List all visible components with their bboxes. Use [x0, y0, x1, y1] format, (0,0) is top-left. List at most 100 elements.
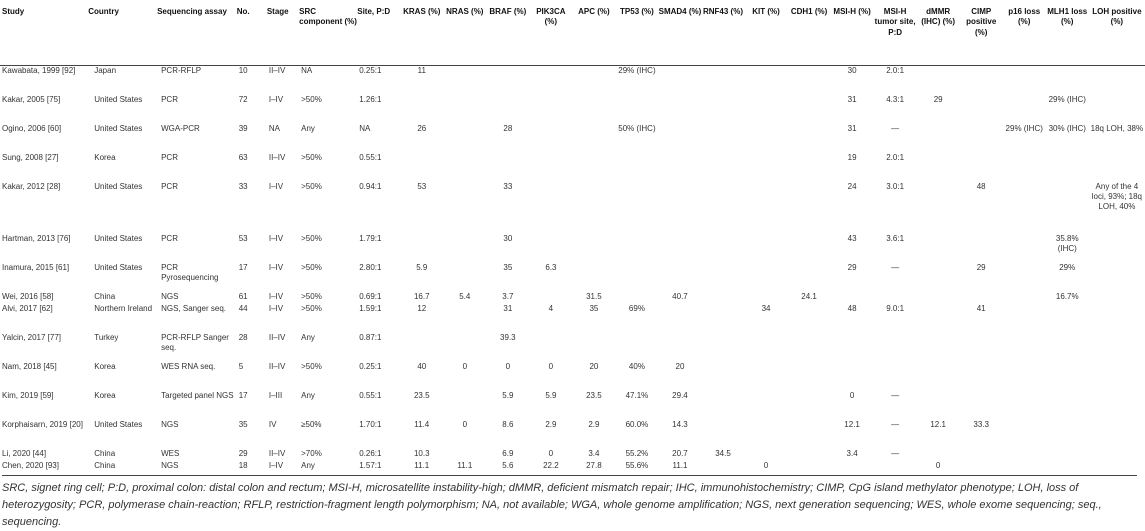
cell-dmmr: [917, 124, 960, 153]
cell-loh: [1089, 362, 1145, 391]
cell-smad4: 40.7: [672, 291, 688, 301]
header-kit: KIT (%): [744, 0, 788, 66]
cell-src: Any: [301, 460, 315, 470]
cell-no: 63: [238, 152, 248, 162]
cell-loh: [1089, 153, 1145, 182]
cell-rnf43: [701, 333, 744, 362]
cell-stage: I–IV: [268, 181, 284, 191]
cell-nras: 5.4: [459, 291, 471, 301]
cell-smad4: 29.4: [672, 390, 688, 400]
cell-nras: [443, 234, 486, 263]
cell-mlh1: 29%: [1059, 262, 1076, 272]
cell-dmmr: [917, 304, 960, 333]
cell-p16: [1003, 304, 1046, 333]
table-row: Wei, 2016 [58] China NGS 61 I–IV >50% 0.69:1 16…: [0, 292, 1145, 304]
cell-msih: [831, 362, 874, 391]
cell-rnf43: [701, 124, 744, 153]
cell-mlh1: [1046, 391, 1089, 420]
table-row: Kakar, 2012 [28] United States PCR 33 I–IV >5…: [0, 182, 1145, 234]
cell-braf: 31: [503, 303, 513, 313]
cell-msih: 3.4: [846, 448, 858, 458]
cell-tp53: 55.2%: [625, 448, 649, 458]
cell-nras: [443, 391, 486, 420]
cell-kras: [400, 153, 443, 182]
cell-loh: [1089, 420, 1145, 449]
cell-no: 10: [238, 66, 248, 75]
cell-apc: 23.5: [586, 390, 602, 400]
header-study: Study: [0, 0, 89, 66]
header-cdh1: CDH1 (%): [787, 0, 831, 66]
cell-tp53: 55.6%: [625, 460, 649, 470]
cell-assay: NGS, Sanger seq.: [161, 303, 227, 313]
cell-mlh1: [1046, 449, 1089, 461]
cell-no: 44: [238, 303, 248, 313]
cell-country: Korea: [94, 390, 116, 400]
table-row: Nam, 2018 [45] Korea WES RNA seq. 5 II–IV >50…: [0, 362, 1145, 391]
cell-country: United States: [94, 233, 143, 243]
cell-kit: 0: [763, 460, 769, 470]
cell-loh: [1089, 234, 1145, 263]
cell-p16: [1003, 292, 1046, 304]
cell-nras: 0: [462, 361, 468, 371]
cell-cimp: [960, 66, 1003, 95]
cell-tp53: [615, 333, 658, 362]
cell-mlh1: [1046, 182, 1089, 234]
cell-braf: 39.3: [500, 332, 516, 342]
header-no: No.: [236, 0, 267, 66]
cell-p16: [1003, 153, 1046, 182]
cell-nras: [443, 124, 486, 153]
cell-src: >50%: [301, 233, 322, 243]
cell-pik3ca: [529, 292, 572, 304]
cell-dmmr: 0: [935, 460, 941, 470]
cell-no: 29: [238, 448, 248, 458]
cell-loh: [1089, 333, 1145, 362]
cell-stage: I–IV: [268, 94, 284, 104]
cell-src: NA: [301, 66, 313, 75]
table-row: Kim, 2019 [59] Korea Targeted panel NGS 17 I…: [0, 391, 1145, 420]
cell-nras: [443, 182, 486, 234]
cell-stage: II–IV: [268, 152, 286, 162]
header-smad4: SMAD4 (%): [658, 0, 702, 66]
cell-assay: PCR: [161, 181, 178, 191]
cell-stage: II–IV: [268, 361, 286, 371]
cell-cdh1: [788, 391, 831, 420]
cell-rnf43: [701, 66, 744, 95]
cell-src: >50%: [301, 361, 322, 371]
cell-msih-site: 9.0:1: [886, 303, 905, 313]
cell-msih: 30: [847, 66, 857, 75]
cell-rnf43: [701, 263, 744, 292]
cell-tp53: [615, 153, 658, 182]
cell-assay: WES: [161, 448, 180, 458]
cell-no: 53: [238, 233, 248, 243]
cell-kit: [745, 66, 788, 95]
cell-braf: [486, 153, 529, 182]
cell-loh: [1089, 66, 1145, 95]
cell-dmmr: [917, 263, 960, 292]
cell-cimp: [960, 124, 1003, 153]
cell-loh: [1089, 391, 1145, 420]
cell-src: Any: [301, 390, 315, 400]
cell-kit: 34: [761, 303, 771, 313]
cell-dmmr: [917, 449, 960, 461]
cell-assay: NGS: [161, 291, 179, 301]
cell-apc: 3.4: [588, 448, 600, 458]
header-kras: KRAS (%): [400, 0, 444, 66]
cell-study: Inamura, 2015 [61]: [2, 262, 70, 272]
cell-src: >50%: [301, 152, 322, 162]
header-msih: MSI-H (%): [830, 0, 874, 66]
cell-pik3ca: 0: [548, 448, 554, 458]
cell-stage: IV: [268, 419, 277, 429]
cell-apc: 35: [589, 303, 599, 313]
cell-assay: PCR Pyrosequencing: [161, 262, 219, 282]
cell-no: 5: [238, 361, 244, 371]
cell-apc: 27.8: [586, 460, 602, 470]
cell-cdh1: [788, 333, 831, 362]
cell-study: Nam, 2018 [45]: [2, 361, 57, 371]
cell-tp53: [615, 263, 658, 292]
cell-site: 0.87:1: [359, 332, 382, 342]
cell-nras: [443, 304, 486, 333]
cell-kit: [745, 234, 788, 263]
cell-kit: [745, 391, 788, 420]
cell-mlh1: 16.7%: [1055, 291, 1079, 301]
cell-site: 1.70:1: [359, 419, 382, 429]
